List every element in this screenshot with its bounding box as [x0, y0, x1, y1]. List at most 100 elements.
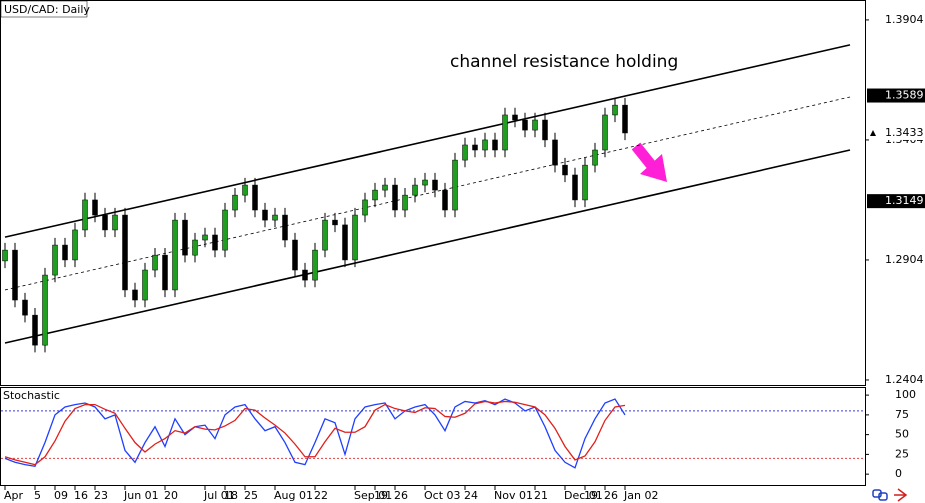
price-label: 1.3589: [885, 89, 924, 102]
candle-body: [322, 219, 328, 251]
candle-body: [92, 199, 98, 216]
candle-body: [142, 269, 148, 301]
trend-line: [4, 96, 851, 291]
candle-body: [172, 219, 178, 291]
candle-body: [162, 254, 168, 291]
y-tick-label: 50: [895, 428, 909, 441]
x-tick-label: 21: [534, 489, 548, 502]
candle-body: [242, 184, 248, 196]
candle-body: [22, 299, 28, 316]
candle-body: [592, 149, 598, 166]
candle-body: [42, 274, 48, 346]
current-price-box: [880, 125, 925, 140]
candle-body: [452, 159, 458, 211]
candle-body: [602, 114, 608, 151]
candle-body: [62, 244, 68, 261]
x-tick-label: Oct 03: [424, 489, 461, 502]
candle-body: [562, 164, 568, 176]
y-tick-label: 1.3904: [885, 13, 924, 26]
current-price-label: 1.3433: [885, 126, 924, 139]
candle-body: [492, 139, 498, 151]
candle-body: [312, 249, 318, 281]
candle-body: [222, 209, 228, 251]
x-tick-label: Jun 01: [123, 489, 159, 502]
annotation: channel resistance holding: [450, 52, 678, 72]
candle-body: [522, 119, 528, 131]
candle-body: [512, 114, 518, 121]
trend-line: [4, 44, 851, 238]
candle-body: [82, 199, 88, 231]
y-tick-label: 1.2904: [885, 253, 924, 266]
candle-body: [362, 199, 368, 216]
candle-body: [532, 119, 538, 131]
x-tick-label: Apr: [4, 489, 24, 502]
x-tick-label: 16: [74, 489, 88, 502]
x-tick-label: 18: [224, 489, 238, 502]
x-tick-label: 26: [394, 489, 408, 502]
x-tick-label: 24: [464, 489, 478, 502]
candle-body: [52, 244, 58, 276]
toolbar-icons: [872, 488, 908, 502]
x-tick-label: 09: [54, 489, 68, 502]
candle-body: [352, 214, 358, 261]
stochastic-line: [4, 400, 626, 466]
candle-body: [122, 214, 128, 291]
candle-body: [112, 214, 118, 231]
candle-body: [72, 229, 78, 261]
price-label-box: [867, 194, 925, 209]
price-label-box: [867, 88, 925, 103]
title-box: [0, 0, 88, 18]
x-tick-label: 19: [374, 489, 388, 502]
candle-body: [622, 104, 628, 134]
x-tick-label: 25: [244, 489, 258, 502]
candle-body: [442, 189, 448, 211]
y-tick-label: 100: [895, 388, 916, 401]
candle-body: [572, 174, 578, 201]
candle-body: [342, 224, 348, 261]
candle-body: [232, 194, 238, 211]
y-tick-label: 75: [895, 408, 909, 421]
x-tick-label: 20: [164, 489, 178, 502]
candle-body: [182, 219, 188, 256]
x-tick-label: 26: [604, 489, 618, 502]
candle-body: [402, 194, 408, 211]
main-panel-frame: [0, 0, 866, 386]
candle-body: [102, 214, 108, 231]
trend-line: [4, 149, 851, 344]
candle-body: [392, 184, 398, 211]
candle-body: [152, 254, 158, 271]
stochastic-panel-frame: [0, 387, 866, 486]
x-tick-label: Sep 01: [354, 489, 392, 502]
price-label: 1.3149: [885, 194, 924, 207]
candle-body: [32, 314, 38, 346]
x-tick-label: Dec 01: [564, 489, 603, 502]
y-tick-label: 0: [895, 467, 902, 480]
x-tick-label: Jul 01: [203, 489, 235, 502]
chart-title: USD/CAD: Daily: [4, 3, 90, 16]
candle-body: [262, 209, 268, 221]
candle-body: [2, 249, 8, 262]
candle-body: [252, 184, 258, 211]
y-tick-label: 1.2404: [885, 373, 924, 386]
candle-body: [282, 214, 288, 241]
x-tick-label: Jan 02: [623, 489, 658, 502]
candle-body: [582, 164, 588, 201]
stochastic-line: [4, 398, 626, 469]
candle-body: [382, 184, 388, 191]
candle-body: [302, 269, 308, 281]
candle-body: [472, 144, 478, 151]
candle-body: [132, 289, 138, 301]
x-tick-label: Nov 01: [494, 489, 533, 502]
candle-body: [502, 114, 508, 151]
candle-body: [412, 184, 418, 196]
arrow: [631, 142, 667, 182]
candle-body: [292, 239, 298, 271]
candle-body: [12, 249, 18, 301]
candle-body: [272, 214, 278, 221]
candle-body: [552, 139, 558, 166]
x-tick-label: 5: [34, 489, 41, 502]
candle-body: [332, 219, 338, 226]
panel-title: Stochastic: [3, 389, 60, 402]
x-tick-label: 23: [94, 489, 108, 502]
